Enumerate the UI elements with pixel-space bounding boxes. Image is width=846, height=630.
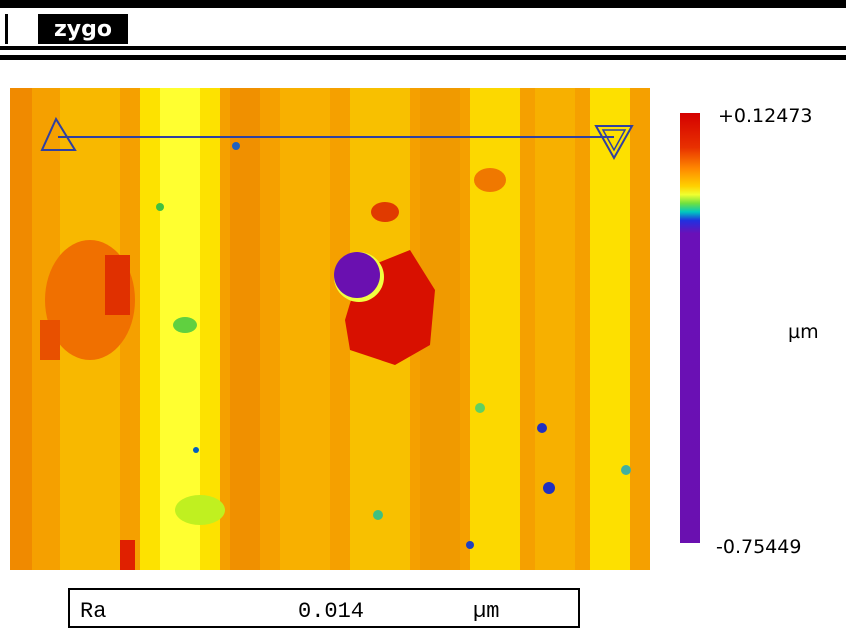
header-edge (5, 14, 8, 44)
result-unit: µm (473, 599, 499, 624)
surface-map (10, 88, 650, 570)
colorbar-min: -0.75449 (716, 536, 801, 558)
rule (0, 55, 846, 60)
result-box (68, 588, 580, 628)
logo-box (38, 14, 128, 44)
result-value: 0.014 (298, 599, 364, 624)
top-bar (0, 0, 846, 8)
rule (0, 46, 846, 50)
colorbar-unit: µm (788, 321, 819, 343)
result-label: Ra (80, 599, 106, 624)
colorbar-max: +0.12473 (718, 105, 813, 127)
logo: zygo (54, 17, 112, 42)
color-bar (680, 113, 700, 543)
